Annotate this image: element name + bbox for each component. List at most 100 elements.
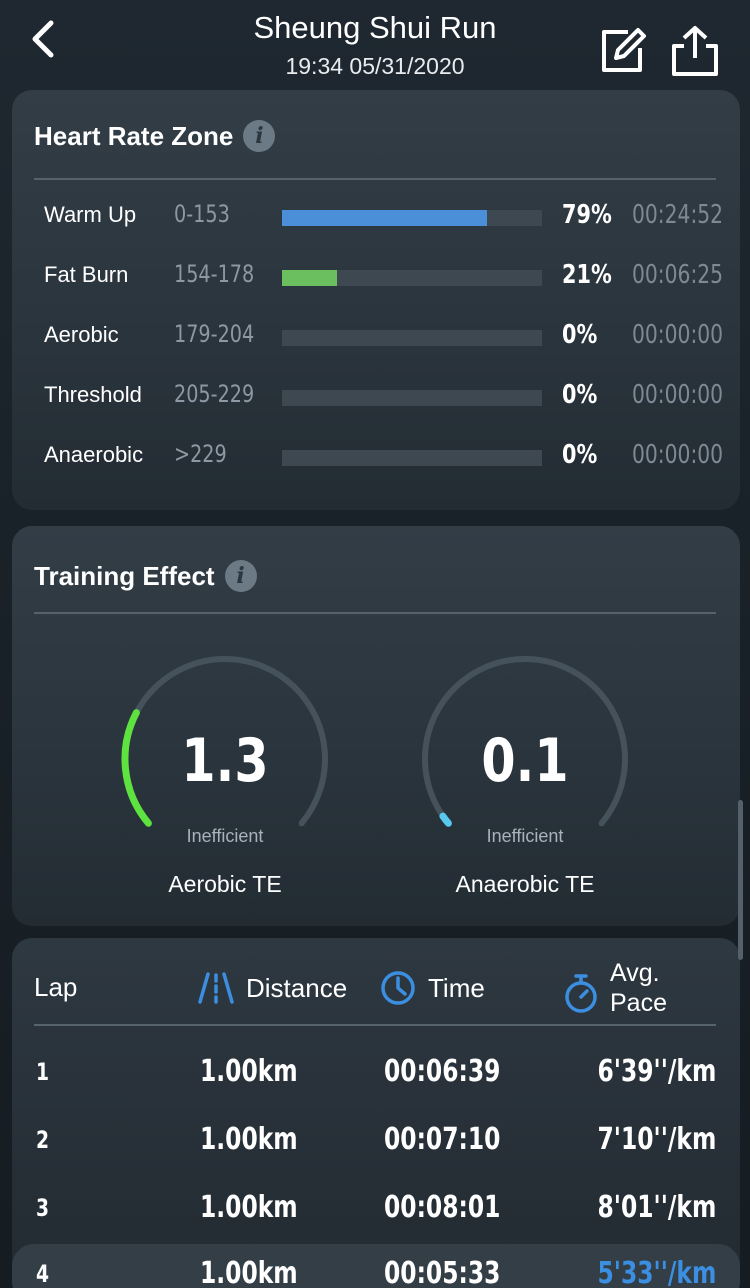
gauge-fill	[439, 812, 452, 827]
lap-distance: 1.00km	[200, 1190, 298, 1225]
zone-range: 179-204	[174, 320, 255, 348]
heart-rate-zone-header: Heart Rate Zone i	[34, 120, 276, 152]
zone-bar	[282, 450, 542, 466]
time-header-label: Time	[428, 972, 485, 1003]
zone-name: Fat Burn	[44, 262, 129, 287]
zone-bar-fill	[282, 210, 488, 226]
back-button[interactable]	[22, 14, 66, 64]
training-effect-header: Training Effect i	[34, 560, 257, 592]
distance-column-header: Distance	[198, 972, 347, 1004]
zone-bar	[282, 390, 542, 406]
zone-row: Aerobic 179-204 0% 00:00:00	[12, 318, 740, 358]
anaerobic-te-value: 0.1	[481, 726, 569, 796]
zone-range: >229	[174, 440, 227, 468]
lap-number: 4	[36, 1260, 50, 1288]
road-icon	[198, 972, 234, 1004]
zone-row: Warm Up 0-153 79% 00:24:52	[12, 198, 740, 238]
anaerobic-te-label: Anaerobic TE	[455, 871, 595, 897]
lap-number: 1	[36, 1058, 50, 1086]
zone-row: Threshold 205-229 0% 00:00:00	[12, 378, 740, 418]
zone-name: Aerobic	[44, 322, 119, 347]
lap-time: 00:07:10	[384, 1122, 501, 1157]
edit-icon	[602, 28, 646, 72]
zone-name: Anaerobic	[44, 442, 144, 467]
zone-percent: 79%	[562, 200, 612, 230]
distance-header-label: Distance	[246, 972, 348, 1003]
lap-table-header: Lap Distance Time	[12, 958, 740, 1028]
edit-button[interactable]	[598, 26, 648, 76]
zone-time: 00:00:00	[632, 380, 724, 410]
zone-range: 154-178	[174, 260, 255, 288]
gauge-track	[422, 656, 628, 827]
anaerobic-te-status: Inefficient	[486, 826, 564, 846]
chevron-left-icon	[32, 20, 54, 58]
info-icon[interactable]: i	[224, 560, 257, 592]
lap-row[interactable]: 4 1.00km 00:05:33 5'33''/km	[12, 1244, 740, 1288]
time-column-header: Time	[380, 970, 485, 1006]
zone-range: 205-229	[174, 380, 255, 408]
pace-header-line1: Avg.	[610, 959, 660, 987]
zone-row: Anaerobic >229 0% 00:00:00	[12, 438, 740, 478]
zone-percent: 0%	[562, 440, 598, 470]
lap-time: 00:06:39	[384, 1054, 501, 1089]
pace-column-header: Avg. Pace	[564, 958, 667, 1018]
run-datetime: 19:34 05/31/2020	[285, 53, 465, 79]
zone-time: 00:24:52	[632, 200, 724, 230]
lap-pace: 6'39''/km	[597, 1054, 716, 1089]
lap-distance: 1.00km	[200, 1122, 298, 1157]
lap-pace: 8'01''/km	[597, 1190, 716, 1225]
lap-number: 3	[36, 1194, 50, 1222]
lap-pace: 5'33''/km	[597, 1256, 716, 1288]
scrollbar[interactable]	[738, 800, 743, 960]
zone-time: 00:06:25	[632, 260, 724, 290]
zone-bar	[282, 270, 542, 286]
heart-rate-zone-card: Heart Rate Zone i Warm Up 0-153 79% 00:24:5…	[12, 90, 740, 510]
zone-name: Warm Up	[44, 202, 137, 227]
lap-table-card: Lap Distance Time	[12, 938, 740, 1288]
lap-column-header: Lap	[34, 972, 78, 1002]
training-effect-card: Training Effect i 1.3 Inefficient Aerobi…	[12, 526, 740, 926]
training-effect-title: Training Effect	[34, 560, 215, 591]
anaerobic-gauge-svg	[422, 656, 628, 827]
zone-range: 0-153	[174, 200, 230, 228]
lap-distance: 1.00km	[200, 1256, 298, 1288]
zone-time: 00:00:00	[632, 440, 724, 470]
page-title: Sheung Shui Run	[253, 10, 497, 45]
zone-bar-fill	[282, 270, 337, 286]
lap-number: 2	[36, 1126, 50, 1154]
top-bar: Sheung Shui Run 19:34 05/31/2020	[0, 0, 750, 84]
zone-bar	[282, 210, 542, 226]
lap-time: 00:08:01	[384, 1190, 501, 1225]
info-icon[interactable]: i	[243, 120, 276, 152]
stopwatch-icon	[565, 974, 597, 1013]
lap-row[interactable]: 1 1.00km 00:06:39 6'39''/km	[12, 1042, 740, 1102]
zone-row: Fat Burn 154-178 21% 00:06:25	[12, 258, 740, 298]
lap-time: 00:05:33	[384, 1256, 501, 1288]
anaerobic-te-gauge: 0.1 Inefficient	[415, 656, 635, 856]
pace-header-label: Avg. Pace	[610, 958, 667, 1018]
zone-time: 00:00:00	[632, 320, 724, 350]
lap-pace: 7'10''/km	[597, 1122, 716, 1157]
heart-rate-zone-title: Heart Rate Zone	[34, 120, 234, 151]
share-icon	[672, 26, 718, 76]
aerobic-te-gauge: 1.3 Inefficient	[115, 656, 335, 856]
aerobic-te-value: 1.3	[181, 726, 269, 796]
divider	[34, 1024, 716, 1026]
aerobic-gauge-svg	[121, 656, 328, 827]
gauge-fill	[121, 709, 152, 827]
lap-row[interactable]: 2 1.00km 00:07:10 7'10''/km	[12, 1110, 740, 1170]
zone-percent: 0%	[562, 320, 598, 350]
clock-icon	[381, 971, 415, 1005]
aerobic-te-status: Inefficient	[186, 826, 264, 846]
lap-row[interactable]: 3 1.00km 00:08:01 8'01''/km	[12, 1178, 740, 1238]
share-button[interactable]	[668, 24, 722, 78]
zone-name: Threshold	[44, 382, 142, 407]
aerobic-te-label: Aerobic TE	[168, 871, 282, 897]
divider	[34, 178, 716, 180]
pace-header-line2: Pace	[610, 989, 667, 1017]
zone-percent: 0%	[562, 380, 598, 410]
zone-bar	[282, 330, 542, 346]
divider	[34, 612, 716, 614]
lap-distance: 1.00km	[200, 1054, 298, 1089]
